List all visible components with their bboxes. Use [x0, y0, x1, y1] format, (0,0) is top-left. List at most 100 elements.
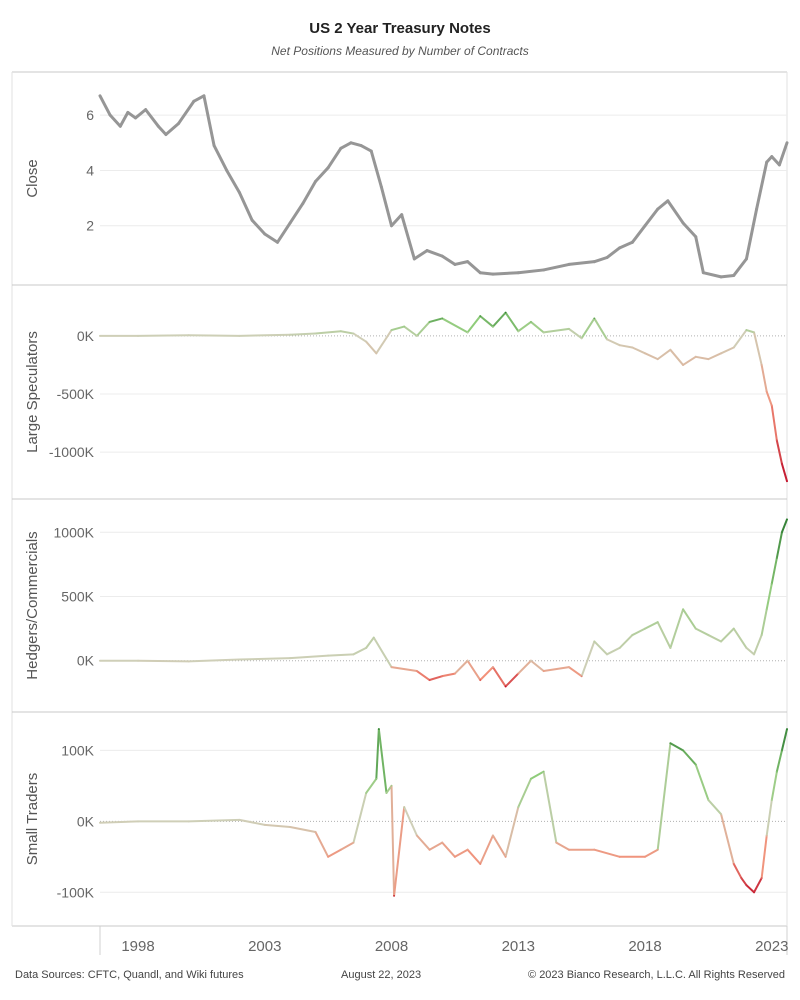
close-segment	[777, 141, 789, 167]
large-speculators-segment	[517, 320, 532, 333]
close-segment	[719, 273, 736, 279]
hedgers-commercials-point	[327, 654, 329, 657]
close-segment	[491, 271, 520, 276]
hedgers-commercials-segment	[682, 608, 697, 630]
close-point	[177, 122, 180, 125]
close-segment	[542, 262, 571, 272]
hedgers-commercials-point	[694, 627, 697, 630]
large-speculators-point	[786, 480, 788, 482]
large-speculators-point	[428, 321, 431, 323]
hedgers-commercials-segment	[352, 646, 368, 656]
hedgers-commercials-segment	[289, 654, 330, 660]
small-traders-segment	[339, 841, 355, 851]
hedgers-commercials-segment	[745, 646, 756, 656]
hedgers-commercials-segment	[415, 670, 431, 682]
close-point	[289, 222, 291, 224]
large-speculators-point	[707, 358, 710, 360]
hedgers-commercials-segment	[238, 657, 292, 661]
close-segment	[164, 121, 181, 137]
small-traders-point	[466, 848, 469, 851]
hedgers-commercials-segment	[606, 646, 621, 656]
large-speculators-segment	[770, 404, 778, 442]
hedgers-commercials-point	[365, 647, 367, 649]
small-traders-segment	[390, 784, 396, 897]
close-segment	[192, 94, 206, 103]
y-tick-label: 500K	[61, 589, 94, 605]
close-segment	[666, 199, 685, 225]
large-speculators-point	[314, 332, 317, 335]
small-traders-segment	[377, 728, 388, 794]
large-speculators-segment	[775, 439, 783, 465]
hedgers-commercials-segment	[466, 659, 482, 682]
close-point	[203, 95, 205, 97]
y-tick-label: -500K	[57, 386, 95, 402]
large-speculators-segment	[137, 334, 190, 337]
large-speculators-point	[289, 333, 291, 336]
close-segment	[478, 271, 495, 276]
large-speculators-point	[492, 325, 494, 328]
close-point	[765, 161, 768, 163]
close-point	[426, 249, 428, 252]
hedgers-commercials-point	[669, 647, 672, 649]
small-traders-segment	[441, 841, 456, 858]
y-axis-title: Hedgers/Commercials	[24, 531, 41, 679]
y-tick-label: -1000K	[49, 444, 95, 460]
close-point	[694, 235, 697, 238]
small-traders-point	[753, 891, 755, 894]
hedgers-commercials-point	[416, 670, 418, 672]
large-speculators-segment	[339, 330, 355, 335]
small-traders-series	[99, 728, 788, 897]
large-speculators-segment	[504, 311, 520, 333]
close-point	[276, 241, 279, 244]
y-axis-title: Large Speculators	[24, 331, 41, 453]
small-traders-segment	[375, 728, 380, 780]
hedgers-commercials-point	[618, 647, 621, 649]
close-point	[702, 271, 705, 274]
large-speculators-point	[479, 315, 482, 317]
small-traders-segment	[99, 820, 140, 824]
hedgers-commercials-point	[593, 640, 596, 643]
small-traders-point	[740, 877, 743, 879]
large-speculators-segment	[390, 325, 406, 332]
close-point	[99, 95, 101, 97]
small-traders-point	[656, 848, 659, 851]
large-speculators-point	[745, 329, 748, 331]
hedgers-commercials-segment	[720, 627, 735, 643]
large-speculators-point	[365, 340, 367, 343]
close-segment	[144, 108, 160, 128]
large-speculators-segment	[403, 325, 418, 337]
small-traders-segment	[504, 806, 520, 858]
close-segment	[618, 240, 634, 250]
small-traders-segment	[428, 841, 444, 851]
large-speculators-point	[504, 311, 507, 314]
hedgers-commercials-point	[99, 659, 101, 662]
small-traders-segment	[775, 749, 783, 773]
close-point	[454, 263, 456, 266]
close-point	[380, 186, 383, 188]
hedgers-commercials-point	[289, 657, 291, 659]
close-point	[213, 144, 215, 147]
hedgers-commercials-segment	[775, 531, 783, 559]
close-segment	[744, 207, 759, 261]
close-point	[593, 260, 596, 263]
series-layer	[98, 94, 789, 897]
small-traders-segment	[780, 728, 788, 752]
close-point	[340, 147, 342, 150]
small-traders-segment	[753, 877, 763, 894]
close-segment	[369, 149, 383, 189]
hedgers-commercials-point	[479, 679, 482, 681]
close-point	[667, 200, 669, 202]
large-speculators-point	[238, 335, 241, 337]
hedgers-commercials-point	[238, 658, 241, 661]
close-segment	[275, 221, 292, 244]
large-speculators-segment	[479, 315, 494, 328]
hedgers-commercials-point	[765, 608, 768, 611]
small-traders-segment	[479, 834, 494, 865]
close-segment	[212, 144, 229, 172]
small-traders-point	[765, 834, 768, 837]
small-traders-point	[403, 806, 406, 808]
large-speculators-point	[340, 330, 342, 333]
small-traders-point	[263, 824, 266, 826]
x-tick-label: 2023	[755, 938, 788, 955]
